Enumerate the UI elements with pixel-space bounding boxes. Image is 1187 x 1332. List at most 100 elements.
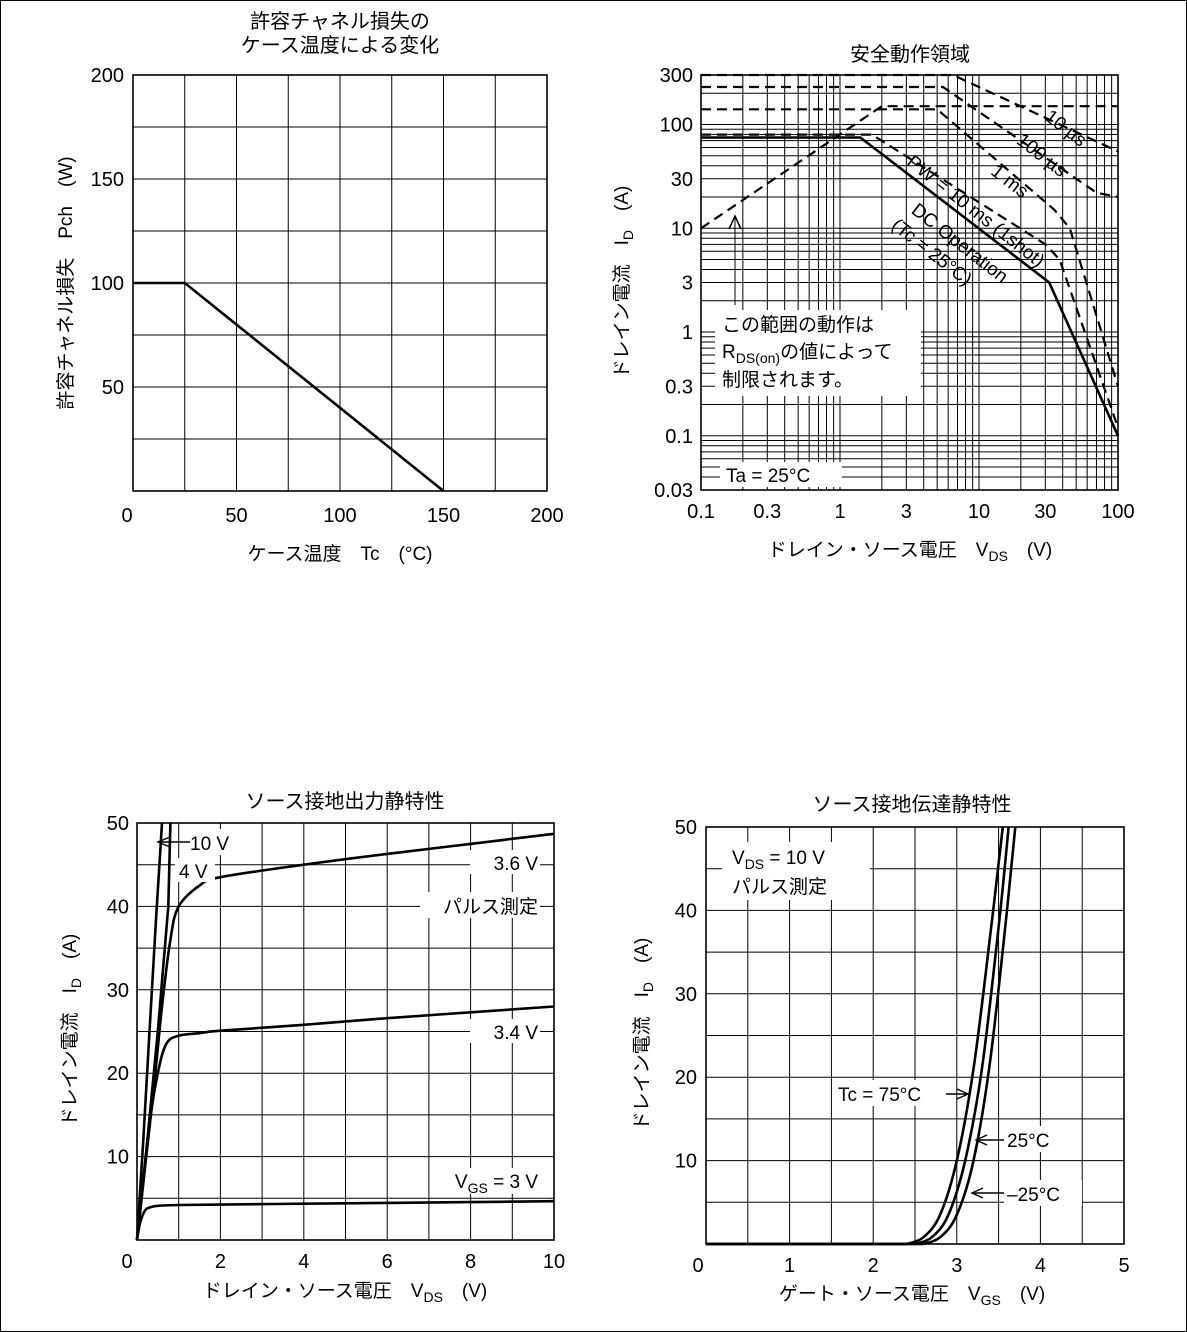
label-4v: 4 V bbox=[179, 862, 208, 883]
y-tick-label: 40 bbox=[675, 900, 697, 922]
x-tick-label: 1 bbox=[834, 501, 845, 523]
x-tick-label: 4 bbox=[298, 1251, 309, 1273]
series-pulse-line bbox=[701, 133, 1120, 428]
x-axis-label: ドレイン・ソース電圧 VDS (V) bbox=[203, 1281, 488, 1305]
label-bg bbox=[834, 1080, 946, 1106]
series-dc-line bbox=[701, 136, 1120, 437]
x-tick-label: 6 bbox=[382, 1251, 393, 1273]
x-tick-label: 150 bbox=[427, 505, 460, 527]
x-axis-label: ゲート・ソース電圧 VGS (V) bbox=[779, 1283, 1045, 1308]
label-bg bbox=[430, 1168, 542, 1194]
x-tick-label: 200 bbox=[530, 505, 563, 527]
label-bg bbox=[182, 829, 242, 855]
x-tick-label: 2 bbox=[215, 1251, 226, 1273]
chart-subtitle: ケース温度による変化 bbox=[241, 34, 439, 57]
y-axis-label: ドレイン電流 ID (A) bbox=[611, 186, 636, 379]
chart-title: ソース接地伝達静特性 bbox=[813, 793, 1012, 816]
x-tick-label: 3 bbox=[901, 501, 912, 523]
annotation-vds: VDS = 10 V bbox=[732, 848, 825, 872]
y-tick-label: 30 bbox=[671, 169, 693, 191]
series-line bbox=[135, 822, 164, 1241]
arrow-head bbox=[728, 214, 742, 230]
series-line bbox=[906, 826, 1005, 1246]
y-tick-label: 50 bbox=[102, 377, 124, 399]
y-axis-label: 許容チャネル損失 Pch (W) bbox=[55, 156, 77, 409]
x-tick-label: 50 bbox=[225, 505, 247, 527]
annotation-pulse: パルス測定 bbox=[443, 896, 538, 918]
y-tick-label: 3 bbox=[682, 273, 693, 295]
series-line bbox=[135, 1199, 555, 1241]
label-m25c: –25°C bbox=[1007, 1185, 1060, 1206]
y-tick-label: 100 bbox=[91, 273, 124, 295]
series-line bbox=[922, 826, 1017, 1246]
series-line bbox=[914, 826, 1010, 1246]
arrow-head bbox=[970, 1187, 984, 1199]
x-tick-label: 100 bbox=[1101, 501, 1134, 523]
label-bg bbox=[1004, 1126, 1070, 1152]
x-tick-label: 0.3 bbox=[753, 501, 781, 523]
y-tick-label: 20 bbox=[675, 1067, 697, 1089]
annotation-ta: Ta = 25°C bbox=[726, 466, 810, 487]
y-tick-label: 20 bbox=[107, 1063, 129, 1085]
y-tick-label: 30 bbox=[107, 980, 129, 1002]
x-tick-label: 1 bbox=[784, 1255, 795, 1277]
series-pulse-line bbox=[701, 73, 1119, 153]
label-bg bbox=[722, 842, 870, 900]
y-tick-label: 200 bbox=[91, 65, 124, 87]
y-tick-label: 0.03 bbox=[654, 480, 693, 502]
x-tick-label: 0 bbox=[121, 1251, 132, 1273]
x-tick-label: 3 bbox=[951, 1255, 962, 1277]
x-axis-label: ドレイン・ソース電圧 VDS (V) bbox=[768, 540, 1053, 564]
grid bbox=[133, 75, 547, 491]
series-pulse-line bbox=[700, 105, 1118, 230]
y-tick-label: 0.3 bbox=[665, 376, 693, 398]
x-tick-label: 8 bbox=[465, 1251, 476, 1273]
chart-title: 許容チャネル損失の bbox=[250, 10, 430, 33]
arrow-head bbox=[156, 836, 171, 848]
y-tick-label: 50 bbox=[107, 813, 129, 835]
label-3v: VGS = 3 V bbox=[455, 1172, 538, 1196]
arrow-head bbox=[974, 1134, 988, 1146]
x-axis-label: ケース温度 Tc (°C) bbox=[247, 543, 432, 565]
y-tick-label: 100 bbox=[660, 115, 693, 137]
y-tick-label: 0.1 bbox=[665, 426, 693, 448]
label-1ms: 1 ms bbox=[987, 161, 1032, 203]
series-pulse-line bbox=[701, 108, 1120, 387]
series-pulse-line bbox=[701, 85, 1119, 199]
x-tick-label: 0 bbox=[692, 1255, 703, 1277]
y-axis-label: ドレイン電流 ID (A) bbox=[59, 934, 84, 1127]
y-tick-label: 10 bbox=[675, 1151, 697, 1173]
y-axis-label: ドレイン電流 ID (A) bbox=[631, 938, 656, 1131]
chart-transfer: VDS = 10 V パルス測定 Tc = 75°C 25°C –25°C 0 1 2 3 4 5 1… bbox=[631, 793, 1130, 1308]
annotation-pulse: パルス測定 bbox=[732, 876, 827, 898]
x-tick-label: 4 bbox=[1035, 1255, 1046, 1277]
y-tick-label: 30 bbox=[675, 984, 697, 1006]
y-tick-label: 10 bbox=[107, 1147, 129, 1169]
series-line bbox=[135, 1005, 555, 1241]
plot-frame bbox=[136, 822, 555, 1241]
x-tick-label: 30 bbox=[1034, 501, 1056, 523]
label-25c: 25°C bbox=[1007, 1131, 1049, 1152]
x-tick-label: 10 bbox=[543, 1251, 565, 1273]
chart-title: 安全動作領域 bbox=[850, 43, 970, 66]
label-3_6v: 3.6 V bbox=[494, 854, 539, 875]
label-bg bbox=[715, 310, 921, 396]
chart-title: ソース接地出力静特性 bbox=[246, 790, 445, 813]
arrow-head bbox=[956, 1088, 970, 1100]
y-tick-label: 50 bbox=[675, 817, 697, 839]
y-tick-label: 150 bbox=[91, 169, 124, 191]
x-tick-label: 0.1 bbox=[687, 501, 715, 523]
x-tick-label: 10 bbox=[968, 501, 990, 523]
x-tick-label: 2 bbox=[868, 1255, 879, 1277]
label-bg bbox=[470, 1019, 540, 1043]
label-bg bbox=[470, 850, 540, 874]
annotation-rds-line2: RDS(on)の値によって bbox=[722, 341, 893, 366]
label-10v: 10 V bbox=[190, 834, 229, 855]
x-tick-label: 0 bbox=[121, 505, 132, 527]
label-75c: Tc = 75°C bbox=[838, 1085, 921, 1106]
label-bg bbox=[175, 858, 215, 882]
annotation-rds-line1: この範囲の動作は bbox=[722, 314, 874, 336]
